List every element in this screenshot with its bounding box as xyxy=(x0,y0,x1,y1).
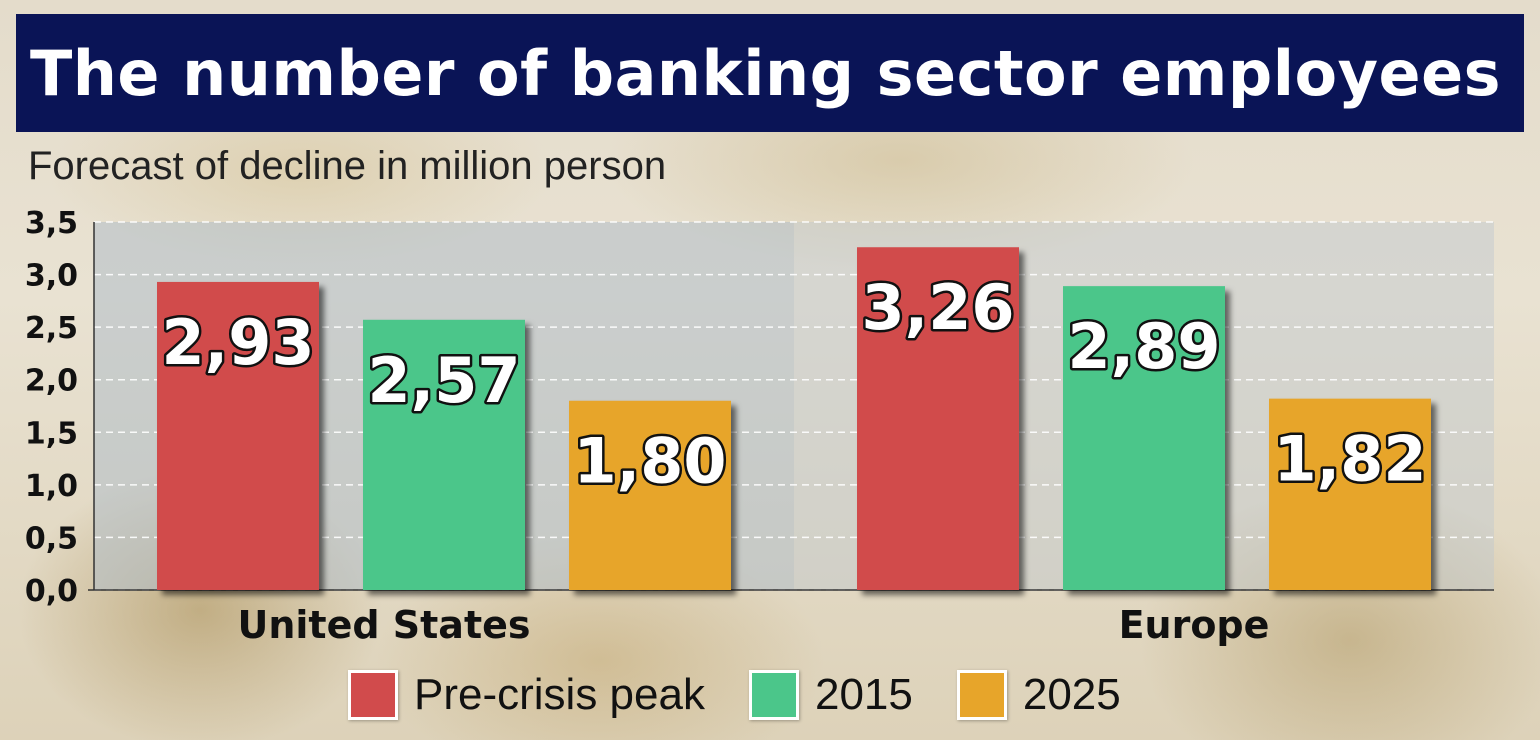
legend-item-2015: 2015 xyxy=(748,670,913,720)
legend-swatch-pre-crisis xyxy=(348,670,398,720)
bar-2015-1 xyxy=(1063,286,1225,590)
bar-value-label: 1,82 xyxy=(1274,423,1427,496)
chart-title: The number of banking sector employees xyxy=(30,36,1502,110)
y-tick-label: 1,0 xyxy=(25,469,78,504)
legend-item-2025: 2025 xyxy=(956,670,1121,720)
legend-item-pre-crisis: Pre-crisis peak xyxy=(348,670,705,720)
legend-swatch-2025 xyxy=(956,670,1007,720)
bar-value-label: 2,89 xyxy=(1068,310,1221,383)
bar-value-label: 3,26 xyxy=(862,271,1015,344)
bar-pre-crisis-peak-0 xyxy=(157,281,319,590)
bar-2025-0 xyxy=(569,400,731,590)
y-tick-label: 2,5 xyxy=(25,311,78,346)
chart-subtitle: Forecast of decline in million person xyxy=(28,144,667,188)
title-bar: The number of banking sector employees xyxy=(16,14,1524,132)
y-tick-label: 3,5 xyxy=(25,206,78,241)
bar-2025-1 xyxy=(1269,398,1431,590)
legend-label-2015: 2015 xyxy=(814,670,913,719)
category-label-1: Europe xyxy=(1119,603,1270,647)
bar-pre-crisis-peak-1 xyxy=(857,247,1019,590)
bar-value-label: 1,80 xyxy=(574,425,727,498)
legend-swatch-2015 xyxy=(748,670,799,720)
y-tick-label: 1,5 xyxy=(25,416,78,451)
y-tick-label: 3,0 xyxy=(25,259,78,294)
y-tick-label: 0,0 xyxy=(25,574,78,609)
y-tick-label: 2,0 xyxy=(25,364,78,399)
legend-label-pre-crisis: Pre-crisis peak xyxy=(414,670,705,719)
category-label-0: United States xyxy=(237,603,530,647)
legend-label-2025: 2025 xyxy=(1022,670,1121,719)
bar-2015-0 xyxy=(363,319,525,590)
legend: Pre-crisis peak 2015 2025 xyxy=(348,666,1165,724)
y-tick-label: 0,5 xyxy=(25,521,78,556)
bar-value-label: 2,57 xyxy=(368,344,521,417)
bar-value-label: 2,93 xyxy=(162,306,315,379)
